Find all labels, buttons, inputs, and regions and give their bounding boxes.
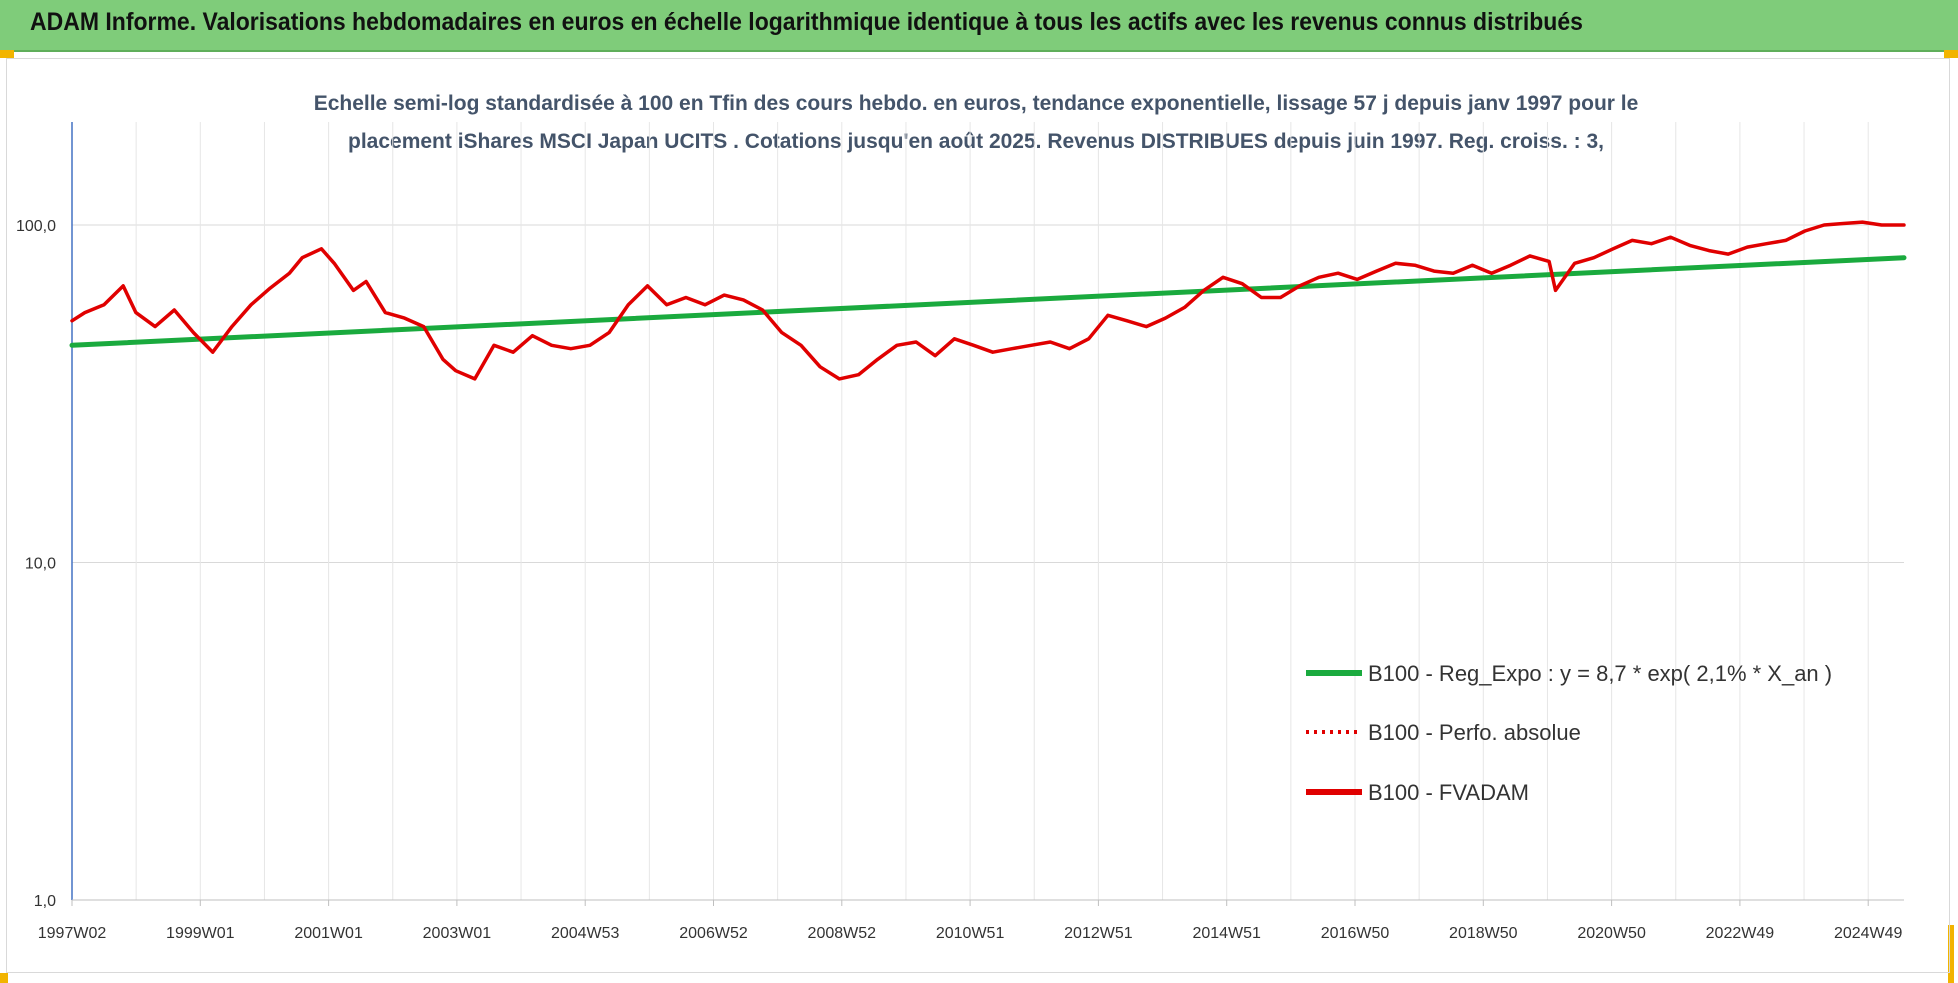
x-tick-label: 2016W50 (1321, 925, 1390, 942)
x-tick-label: 1999W01 (166, 925, 235, 942)
y-tick-labels: 1,0 10,0 100,0 (16, 218, 56, 910)
corner-marker-top-left (0, 50, 14, 58)
x-tick-label: 2001W01 (294, 925, 363, 942)
x-tick-label: 2003W01 (423, 925, 492, 942)
header-title: ADAM Informe. Valorisations hebdomadaire… (30, 8, 1583, 36)
gridlines (71, 122, 1904, 901)
series (69, 220, 1907, 381)
x-tick-label: 2014W51 (1192, 925, 1261, 942)
x-tick-label: 2020W50 (1577, 925, 1646, 942)
legend-label-0: B100 - Reg_Expo : y = 8,7 * exp( 2,1% * … (1368, 661, 1832, 686)
x-tick-label: 2006W52 (679, 925, 748, 942)
chart-subtitle-line-1: Echelle semi-log standardisée à 100 en T… (314, 92, 1639, 115)
x-tick-label: 2004W53 (551, 925, 620, 942)
y-tick-label: 1,0 (34, 893, 56, 910)
header-bar: ADAM Informe. Valorisations hebdomadaire… (0, 0, 1958, 52)
x-tick-label: 2010W51 (936, 925, 1005, 942)
x-tick-label: 2008W52 (808, 925, 877, 942)
series-line-2 (70, 220, 1906, 381)
corner-marker-bottom-right (1948, 925, 1954, 983)
legend: B100 - Reg_Expo : y = 8,7 * exp( 2,1% * … (1306, 661, 1832, 805)
x-tick-label: 2012W51 (1064, 925, 1133, 942)
corner-marker-top-right (1944, 50, 1958, 58)
y-tick-label: 10,0 (25, 556, 56, 573)
x-tick-label: 2022W49 (1706, 925, 1775, 942)
series-line-0 (69, 255, 1907, 348)
chart-frame (6, 58, 1950, 973)
legend-label-1: B100 - Perfo. absolue (1368, 720, 1581, 745)
x-tick-label: 2018W50 (1449, 925, 1518, 942)
chart-subtitle-line-2: placement iShares MSCI Japan UCITS . Cot… (348, 130, 1604, 153)
legend-label-2: B100 - FVADAM (1368, 780, 1529, 805)
x-tick-label: 2024W49 (1834, 925, 1903, 942)
y-tick-label: 100,0 (16, 218, 56, 235)
x-tick-labels: 1997W02 1999W01 2001W01 2003W01 2004W53 2006W… (38, 900, 1903, 942)
x-tick-label: 1997W02 (38, 925, 107, 942)
corner-marker-bottom-left (0, 973, 8, 983)
